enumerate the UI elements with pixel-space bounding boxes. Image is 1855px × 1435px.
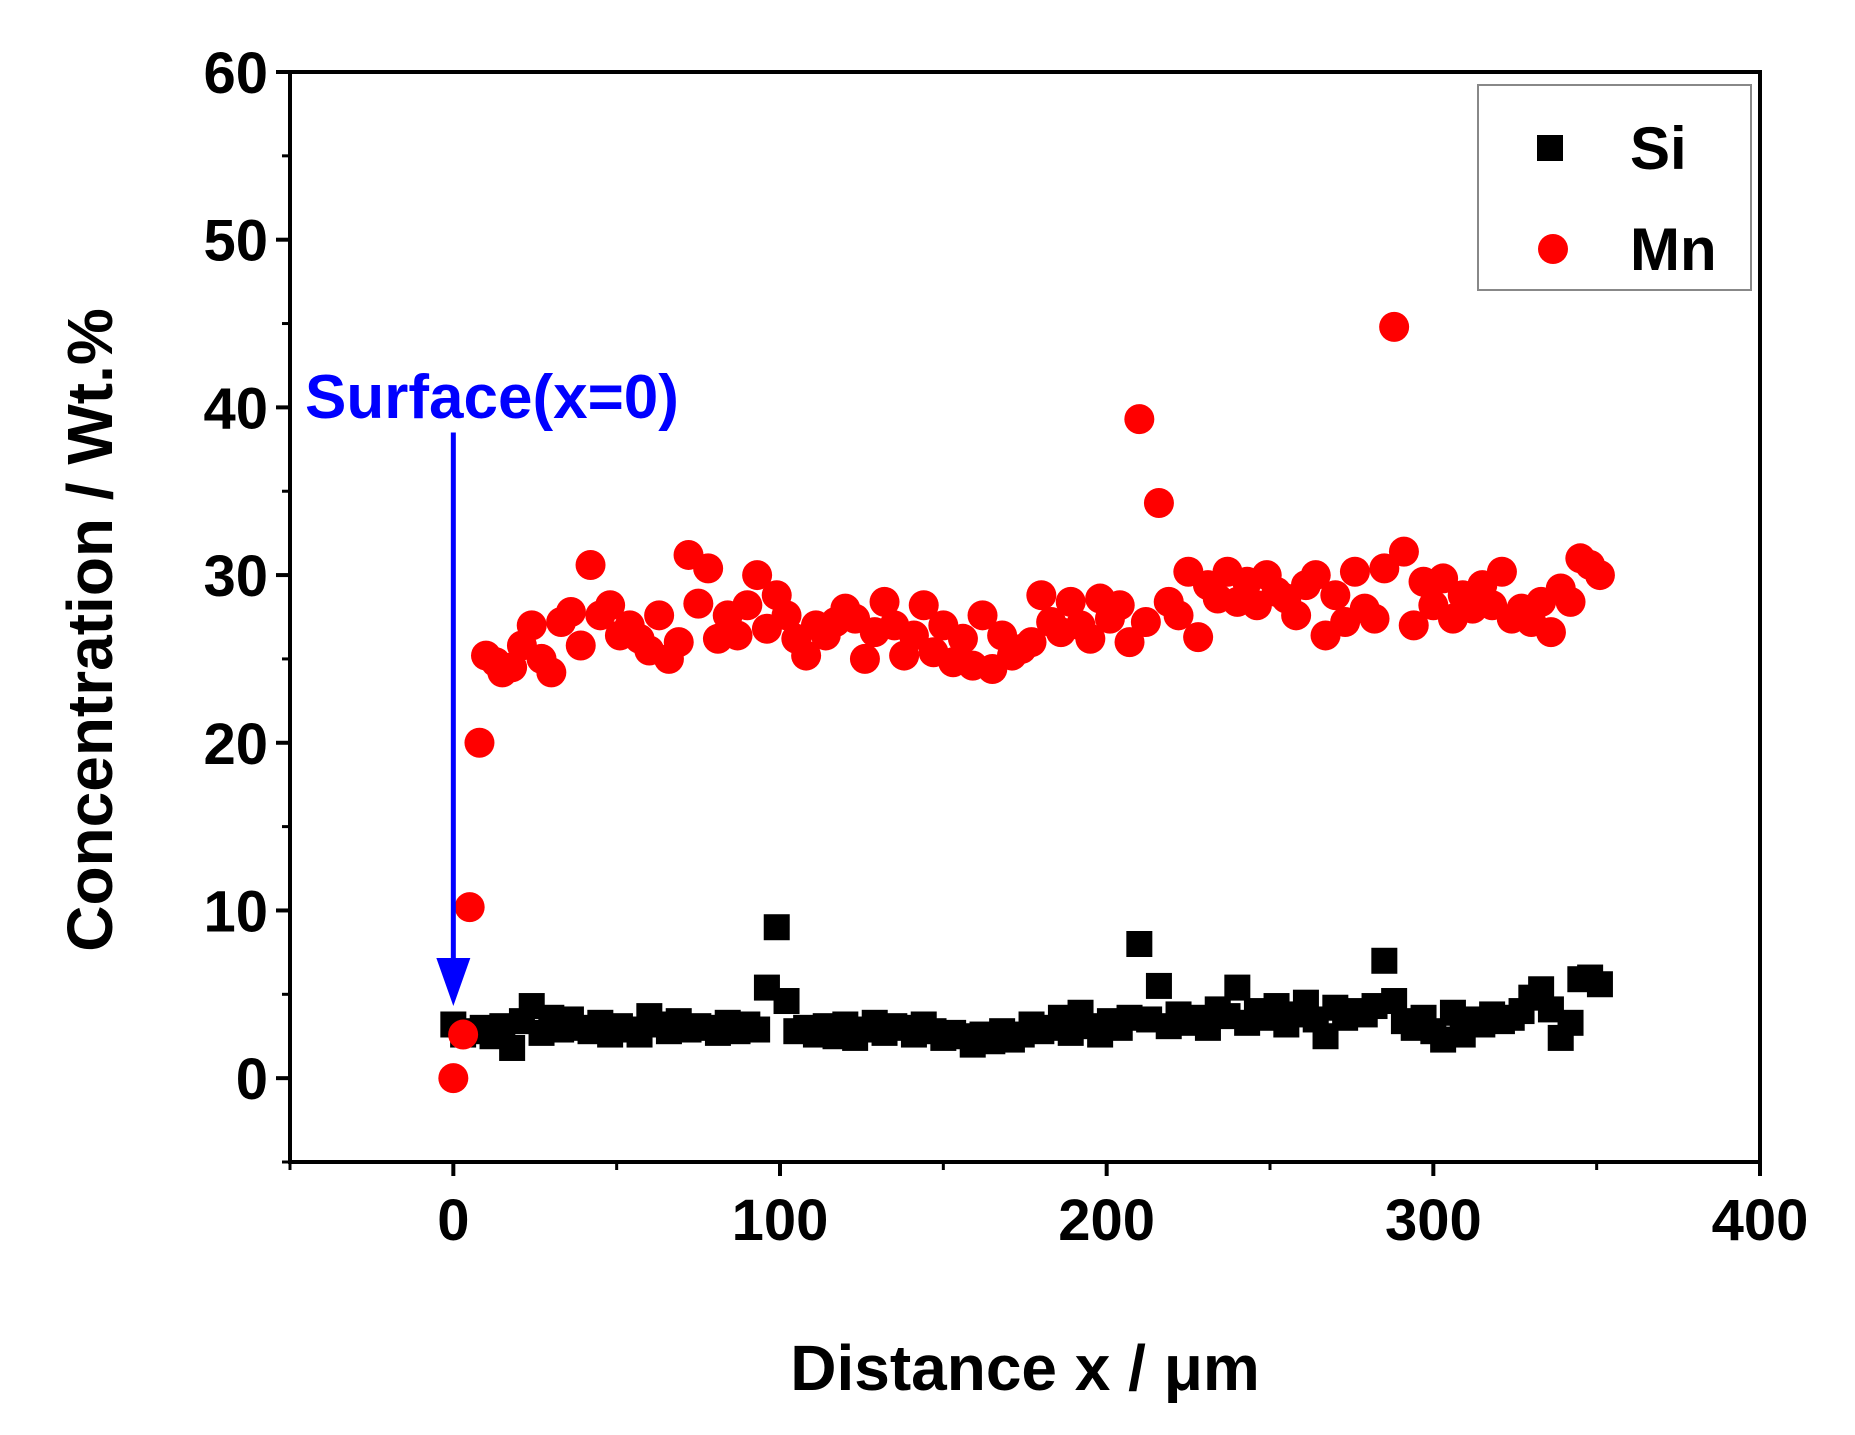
mn-point [464,727,495,758]
x-tick-label: 200 [1058,1188,1155,1253]
mn-point [683,588,714,619]
mn-point [1114,627,1145,658]
x-tick-label: 400 [1712,1188,1809,1253]
mn-point [448,1019,479,1050]
mn-point [1300,560,1331,591]
si-point [1224,974,1251,1001]
mn-point [1535,617,1566,648]
mn-point [595,590,626,621]
x-tick-label: 0 [437,1188,469,1253]
mn-point [898,620,929,651]
mn-point [516,610,547,641]
mn-point [1555,586,1586,617]
legend-mn-marker [1538,234,1568,264]
si-point [1371,947,1398,974]
mn-point [1016,627,1047,658]
si-point [773,988,800,1015]
mn-point [693,553,724,584]
mn-point [1339,556,1370,587]
surface-arrow-head [436,958,471,1007]
si-point [499,1034,526,1061]
mn-point [869,586,900,617]
mn-point [1320,580,1351,611]
mn-point [1183,622,1214,653]
legend-box [1477,84,1752,291]
mn-point [1369,553,1400,584]
mn-point [565,630,596,661]
mn-point [438,1063,469,1094]
mn-point [1104,590,1135,621]
mn-point [742,560,773,591]
mn-point [1130,607,1161,638]
y-tick-label: 0 [236,1047,268,1112]
mn-point [555,596,586,627]
mn-point [454,892,485,923]
si-point [744,1016,771,1043]
mn-point [849,643,880,674]
x-tick-label: 300 [1385,1188,1482,1253]
mn-point [1143,487,1174,518]
mn-point [967,600,998,631]
mn-point [908,590,939,621]
y-tick-label: 20 [203,712,268,777]
x-axis-title: Distance x / μm [790,1332,1260,1404]
mn-point [791,640,822,671]
legend: Si Mn [1477,84,1752,291]
mn-point [1075,623,1106,654]
mn-point [1359,603,1390,634]
mn-point [1281,600,1312,631]
mn-point [1486,556,1517,587]
y-tick-label: 60 [203,41,268,106]
series-si [440,914,1613,1061]
si-point [1145,972,1172,999]
x-axis: 0 100 200 300 400 [288,1162,1809,1253]
si-point [763,914,790,941]
legend-si-marker [1537,135,1563,161]
series-mn [438,311,1615,1094]
si-point [1126,931,1153,957]
mn-point [1379,311,1410,342]
mn-point [1388,536,1419,567]
plot-frame [288,70,1762,1164]
mn-point [1163,600,1194,631]
mn-point [1428,563,1459,594]
mn-point [1584,560,1615,591]
mn-point [1055,586,1086,617]
y-tick-label: 50 [203,209,268,274]
mn-point [1124,404,1155,435]
legend-si-label: Si [1630,115,1687,182]
y-axis: 0 10 20 30 40 50 60 [203,41,290,1164]
mn-point [1398,610,1429,641]
mn-point [536,657,567,688]
y-tick-label: 10 [203,879,268,944]
mn-point [1026,580,1057,611]
mn-point [644,600,675,631]
y-tick-label: 30 [203,544,268,609]
y-tick-label: 40 [203,376,268,441]
si-point [1586,971,1613,998]
mn-point [732,590,763,621]
y-axis-title: Concentration / Wt.% [54,308,126,952]
mn-point [722,620,753,651]
mn-point [771,600,802,631]
x-tick-label: 100 [732,1188,829,1253]
si-point [1557,1009,1584,1036]
surface-annotation: Surface(x=0) [305,363,679,1007]
mn-point [947,623,978,654]
legend-mn-label: Mn [1630,216,1717,283]
surface-label: Surface(x=0) [305,363,679,432]
mn-point [663,627,694,658]
mn-point [575,550,606,581]
